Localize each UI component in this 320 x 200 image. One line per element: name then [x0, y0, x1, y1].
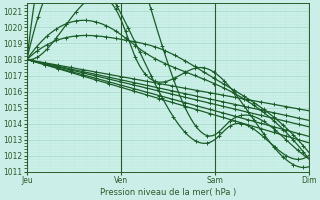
X-axis label: Pression niveau de la mer( hPa ): Pression niveau de la mer( hPa ) [100, 188, 236, 197]
